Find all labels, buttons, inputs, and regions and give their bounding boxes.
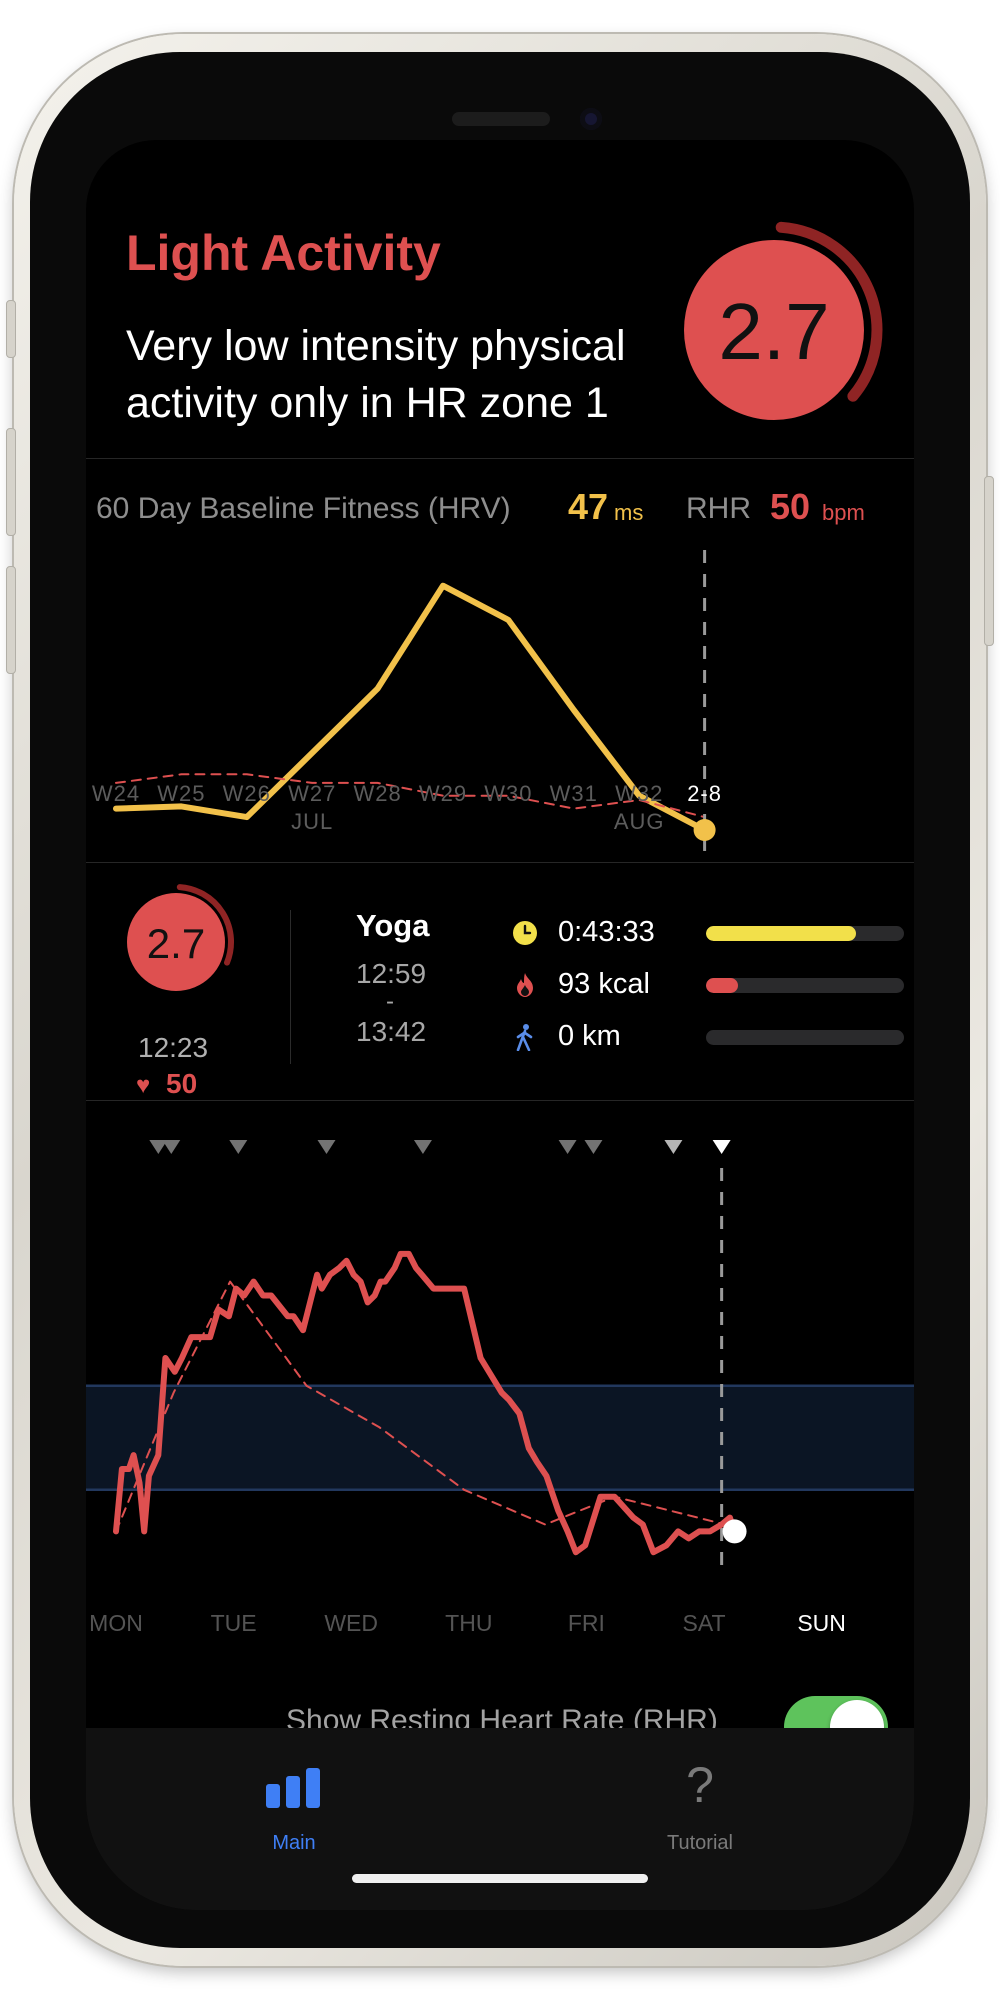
day-tick-label: TUE: [210, 1610, 257, 1636]
workout-time-separator: -: [386, 988, 394, 1015]
distance-value: 0 km: [558, 1020, 621, 1052]
rhr-label: RHR: [686, 492, 751, 525]
rhr-unit: bpm: [822, 500, 865, 525]
workout-marker[interactable]: [149, 1140, 168, 1154]
calories-bar: [706, 978, 904, 993]
workout-end-time: 13:42: [356, 1016, 427, 1047]
day-tick-label: FRI: [567, 1610, 605, 1636]
workout-marker[interactable]: [584, 1140, 603, 1154]
duration-bar: [706, 926, 904, 941]
workout-score-ring[interactable]: [124, 882, 242, 1000]
hrv-unit: ms: [614, 500, 644, 525]
week-tick-label: W25: [157, 781, 206, 806]
workout-heart-rate: 50: [166, 1068, 198, 1099]
week-tick-label: 2-8: [687, 781, 722, 806]
rhr-value: 50: [770, 486, 811, 527]
score-ring[interactable]: [682, 218, 906, 442]
day-tick-label: MON: [89, 1610, 143, 1636]
silent-switch: [6, 300, 16, 358]
week-tick-label: W26: [222, 781, 271, 806]
duration-value: 0:43:33: [558, 916, 655, 948]
walk-icon: [512, 1024, 538, 1051]
calories-value: 93 kcal: [558, 968, 650, 1000]
week-tick-label: W31: [549, 781, 598, 806]
workout-marker[interactable]: [413, 1140, 432, 1154]
day-tick-label: SUN: [797, 1610, 846, 1636]
workout-marker[interactable]: [162, 1140, 181, 1154]
rhr-trend-line: [115, 1280, 727, 1533]
flame-icon: [512, 972, 538, 998]
workout-marker[interactable]: [317, 1140, 336, 1154]
tab-main-label: Main: [272, 1832, 316, 1854]
question-icon: ?: [686, 1757, 714, 1813]
week-tick-label: W24: [91, 781, 141, 806]
section-divider: [86, 862, 914, 863]
calories-bar-fill: [706, 978, 738, 993]
workout-divider: [290, 910, 291, 1064]
workout-marker[interactable]: [229, 1140, 248, 1154]
tab-main[interactable]: Main: [194, 1728, 394, 1868]
current-hr-point: [722, 1519, 747, 1544]
week-tick-label: W32 AUG: [613, 781, 665, 834]
score-value: 2.7: [718, 287, 830, 376]
volume-up-button: [6, 428, 16, 536]
week-tick-label: W30: [484, 781, 533, 806]
workout-time: 12:23: [138, 1032, 209, 1063]
workout-marker[interactable]: [664, 1140, 683, 1154]
section-divider: [86, 1100, 914, 1101]
heart-icon: ♥: [136, 1072, 151, 1099]
week-tick-label: W28: [353, 781, 402, 806]
activity-title: Light Activity: [126, 225, 441, 281]
tab-tutorial[interactable]: ? Tutorial: [600, 1728, 800, 1868]
tab-tutorial-label: Tutorial: [667, 1832, 733, 1854]
app-screen: Light Activity Very low intensity physic…: [86, 140, 914, 1910]
activity-description: Very low intensity physical activity onl…: [126, 322, 626, 427]
clock-icon: [512, 920, 538, 946]
speaker-grille: [452, 112, 550, 126]
workout-marker[interactable]: [712, 1140, 731, 1154]
workout-start-time: 12:59: [356, 958, 427, 989]
baseline-rhr-line: [115, 773, 706, 819]
workout-name[interactable]: Yoga: [356, 908, 430, 943]
workout-score-value: 2.7: [146, 920, 206, 967]
score-ring-disc: [684, 240, 864, 420]
baseline-hrv-line: [113, 582, 708, 833]
home-indicator[interactable]: [352, 1874, 648, 1883]
bar-chart-icon: [266, 1768, 320, 1808]
day-tick-label: SAT: [682, 1610, 726, 1636]
volume-down-button: [6, 566, 16, 674]
current-hrv-point: [693, 819, 716, 841]
week-tick-label: W29: [418, 781, 468, 806]
distance-bar: [706, 1030, 904, 1045]
day-tick-label: WED: [324, 1610, 379, 1636]
charts[interactable]: [86, 140, 914, 1740]
heart-rate-line: [113, 1250, 738, 1556]
workout-score-disc: [127, 893, 225, 991]
duration-bar-fill: [706, 926, 857, 941]
section-divider: [86, 458, 914, 459]
baseline-label: 60 Day Baseline Fitness (HRV): [96, 492, 511, 525]
week-tick-label: W27 JUL: [288, 781, 337, 834]
workout-marker[interactable]: [558, 1140, 577, 1154]
day-tick-label: THU: [445, 1610, 493, 1636]
target-zone-band: [86, 1385, 914, 1490]
front-camera: [580, 108, 602, 130]
hrv-value: 47: [568, 486, 609, 527]
score-ring-progress: [775, 221, 883, 402]
workout-score-progress: [176, 884, 234, 966]
power-button: [984, 476, 994, 646]
